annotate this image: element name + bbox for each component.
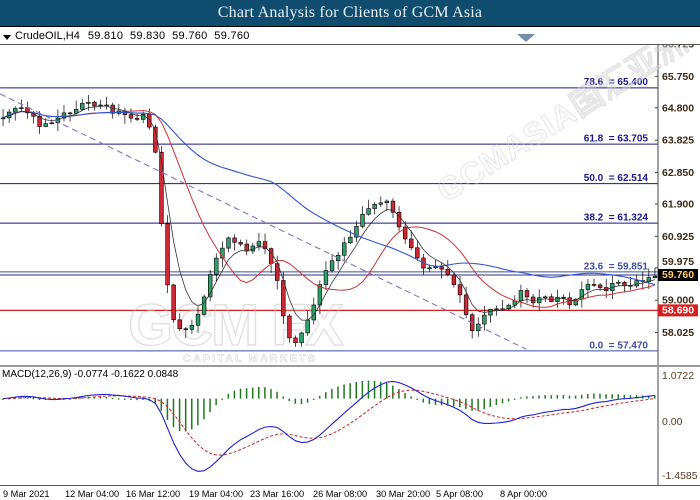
svg-text:0.00: 0.00: [662, 416, 683, 428]
svg-text:-1.4585: -1.4585: [662, 470, 698, 482]
svg-text:23 Mar 16:00: 23 Mar 16:00: [250, 489, 304, 499]
svg-text:63.825: 63.825: [662, 135, 694, 147]
svg-text:GCM FX: GCM FX: [128, 293, 344, 358]
svg-text:1.0722: 1.0722: [662, 370, 694, 382]
svg-text:0.0 = 57.470: 0.0 = 57.470: [589, 341, 648, 352]
svg-text:50.0 = 62.514: 50.0 = 62.514: [584, 173, 649, 184]
svg-text:GCMASIA国汇亚洲: GCMASIA国汇亚洲: [430, 45, 694, 209]
svg-text:62.850: 62.850: [662, 167, 694, 179]
svg-text:5 Apr 08:00: 5 Apr 08:00: [436, 489, 483, 499]
svg-text:61.900: 61.900: [662, 199, 694, 211]
svg-text:23.6 = 59.851: 23.6 = 59.851: [584, 262, 649, 273]
svg-text:9 Mar 2021: 9 Mar 2021: [3, 489, 49, 499]
svg-text:59.760: 59.760: [662, 269, 694, 281]
svg-text:65.750: 65.750: [662, 71, 694, 83]
svg-text:26 Mar 08:00: 26 Mar 08:00: [313, 489, 367, 499]
svg-text:MACD(12,26,9) -0.0774 -0.1622: MACD(12,26,9) -0.0774 -0.1622 0.0848: [2, 369, 179, 380]
svg-text:60.925: 60.925: [662, 231, 694, 243]
svg-text:19 Mar 04:00: 19 Mar 04:00: [189, 489, 243, 499]
svg-text:16 Mar 12:00: 16 Mar 12:00: [126, 489, 180, 499]
svg-text:8 Apr 00:00: 8 Apr 00:00: [500, 489, 547, 499]
svg-text:58.690: 58.690: [662, 304, 694, 316]
svg-text:12 Mar 04:00: 12 Mar 04:00: [65, 489, 119, 499]
svg-text:CAPITAL MARKETS: CAPITAL MARKETS: [183, 353, 317, 365]
svg-text:64.800: 64.800: [662, 102, 694, 114]
svg-text:58.025: 58.025: [662, 327, 694, 339]
svg-text:61.8 = 63.705: 61.8 = 63.705: [584, 134, 649, 145]
svg-text:30 Mar 20:00: 30 Mar 20:00: [376, 489, 430, 499]
svg-text:59.975: 59.975: [662, 256, 694, 268]
svg-text:38.2 = 61.324: 38.2 = 61.324: [584, 213, 649, 224]
